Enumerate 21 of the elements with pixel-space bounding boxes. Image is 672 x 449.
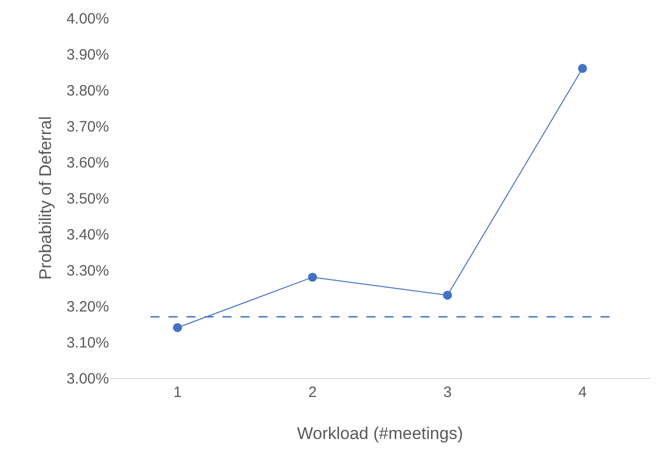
y-tick-label: 3.20% (66, 298, 109, 316)
x-tick-label: 4 (578, 384, 587, 401)
x-axis-title: Workload (#meetings) (297, 424, 463, 443)
y-axis-title: Probability of Deferral (36, 116, 56, 280)
x-tick-label: 2 (308, 384, 317, 401)
y-tick-label: 3.80% (66, 82, 109, 100)
y-tick-label: 3.70% (66, 118, 109, 136)
y-tick-label: 3.50% (66, 190, 109, 208)
point (578, 64, 587, 73)
y-tick-label: 3.10% (66, 334, 109, 352)
x-tick-label: 1 (173, 384, 182, 401)
point (443, 290, 452, 300)
point (308, 272, 317, 282)
y-tick-label: 3.40% (66, 226, 109, 244)
y-tick-label: 3.60% (66, 154, 109, 172)
y-tick-label: 3.30% (66, 262, 109, 280)
y-tick-label: 3.90% (66, 46, 109, 64)
y-tick-label: 3.00% (66, 370, 109, 388)
x-tick-label: 3 (443, 384, 452, 401)
point (173, 323, 182, 332)
y-tick-label: 4.00% (66, 10, 109, 28)
